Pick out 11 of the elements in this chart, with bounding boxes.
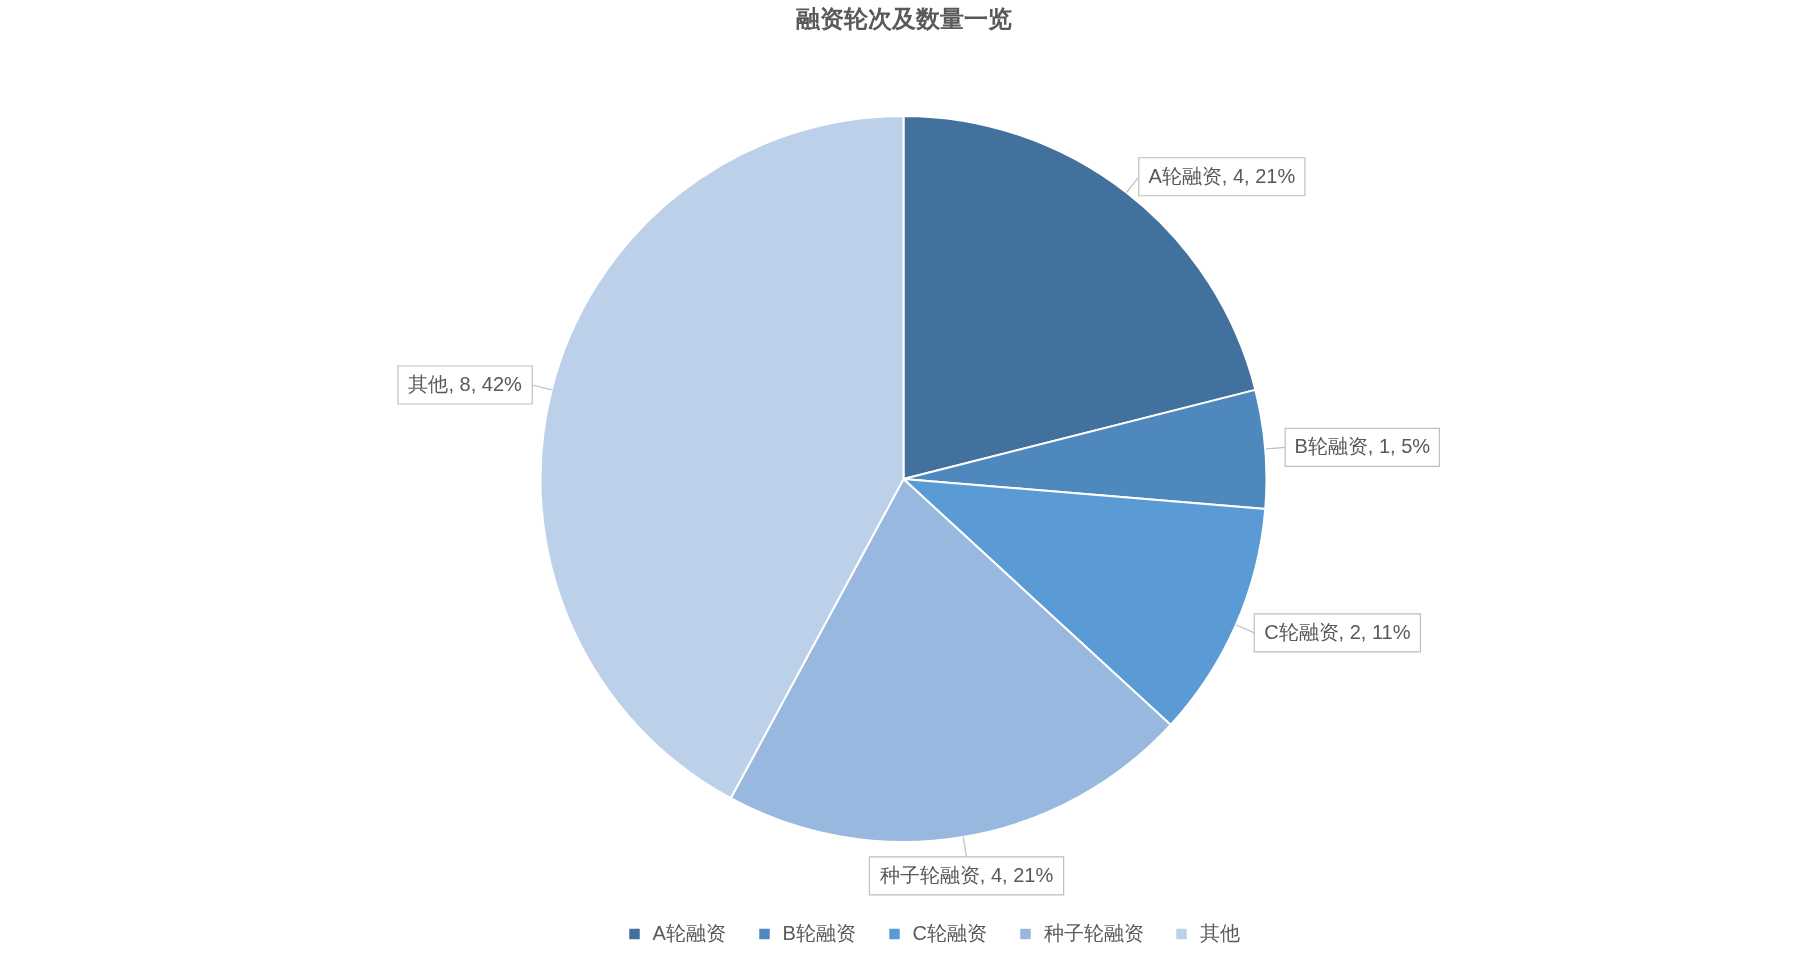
data-label: C轮融资, 2, 11%	[1264, 620, 1411, 643]
legend-label: A轮融资	[652, 922, 726, 944]
legend-label: 其他	[1199, 922, 1240, 944]
data-label: A轮融资, 4, 21%	[1148, 164, 1296, 187]
data-label: 种子轮融资, 4, 21%	[879, 863, 1054, 886]
data-label: 其他, 8, 42%	[408, 372, 523, 395]
chart-title: 融资轮次及数量一览	[795, 5, 1012, 32]
legend-label: 种子轮融资	[1043, 922, 1144, 944]
legend-label: B轮融资	[782, 922, 856, 944]
data-label: B轮融资, 1, 5%	[1294, 435, 1431, 458]
legend-label: C轮融资	[912, 922, 987, 944]
